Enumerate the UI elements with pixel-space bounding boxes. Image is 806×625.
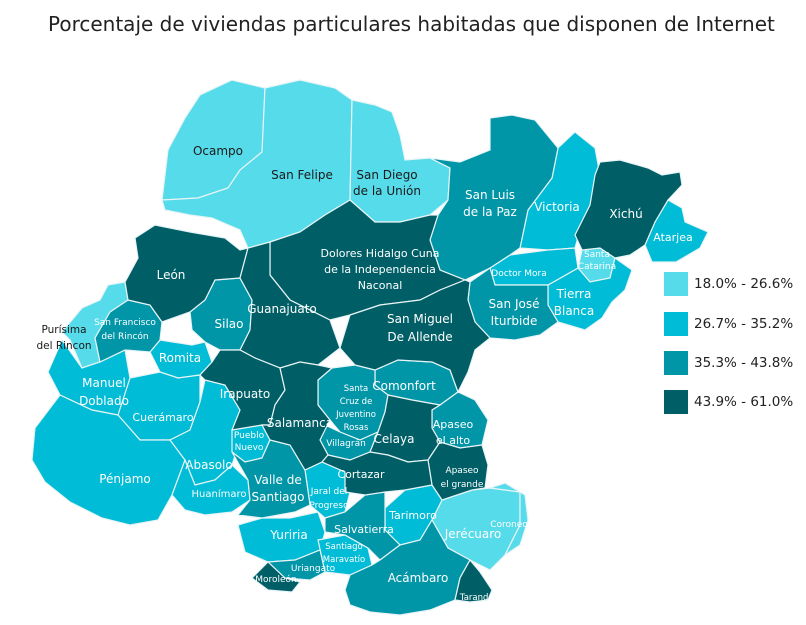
label-abasolo: Abasolo [185,458,232,472]
label-valle-santiago: Valle de Santiago [252,473,305,504]
label-comonfort: Comonfort [372,379,436,393]
label-silao: Silao [215,317,244,331]
legend-item: 43.9% - 61.0% [664,390,793,414]
label-xichu: Xichú [609,207,642,221]
label-san-jose-iturbide: San José Iturbide [489,297,540,328]
label-jerecuaro: Jerécuaro [444,527,502,541]
label-acambaro: Acámbaro [388,571,449,585]
region-xichu[interactable] [574,159,683,259]
legend-swatch [664,351,688,375]
label-victoria: Victoria [534,200,580,214]
map-labels: Ocampo San Felipe San Diego de la Unión S… [36,144,692,603]
legend-item: 35.3% - 43.8% [664,351,793,375]
region-cortazar[interactable] [321,451,433,496]
label-manuel-doblado: Manuel Doblado [79,376,129,408]
label-santa-cruz: Santa Cruz de Juventino Rosas [335,384,376,433]
label-apaseo-grande: Apaseo el grande [441,466,484,490]
legend-label: 26.7% - 35.2% [694,316,794,332]
label-san-luis: San Luis de la Paz [463,188,517,219]
label-romita: Romita [159,351,201,365]
region-san-miguel[interactable] [339,279,491,394]
region-coroneo[interactable] [489,482,529,557]
label-santa-catarina: Santa Catarina [578,250,616,272]
label-cortazar: Cortazar [337,468,385,481]
label-penjamo: Pénjamo [99,472,151,486]
label-coroneo: Coroneo [490,520,528,530]
label-irapuato: Irapuato [220,387,270,401]
region-penjamo[interactable] [31,394,186,526]
label-salamanca: Salamanca [267,416,333,430]
label-guanajuato: Guanajuato [247,302,317,316]
legend-label: 43.9% - 61.0% [694,394,794,410]
label-ocampo: Ocampo [193,144,243,158]
legend-label: 35.3% - 43.8% [694,355,794,371]
label-tarandacuao: Tarandacuao [459,593,514,603]
region-tarandacuao[interactable] [454,558,493,603]
legend-label: 18.0% - 26.6% [694,276,794,292]
label-san-diego: San Diego de la Unión [353,168,421,198]
label-huanimaro: Huanímaro [192,488,247,500]
region-guanajuato[interactable] [239,241,341,369]
map-title: Porcentaje de viviendas particulares hab… [48,12,775,36]
label-doctor-mora: Doctor Mora [491,269,546,279]
label-cueramaro: Cuerámaro [132,411,193,424]
label-leon: León [157,268,186,282]
legend-item: 18.0% - 26.6% [664,272,793,296]
label-salvatierra: Salvatierra [334,523,394,536]
label-tierra-blanca: Tierra Blanca [554,287,594,318]
label-dolores: Dolores Hidalgo Cuna de la Independencia N… [321,247,440,292]
region-salvatierra[interactable] [324,491,401,561]
legend-swatch [664,390,688,414]
label-san-felipe: San Felipe [271,168,333,182]
label-apaseo-alto: Apaseo el alto [433,418,474,447]
region-atarjea[interactable] [644,199,709,263]
label-uriangato: Uriangato [291,564,336,574]
label-celaya: Celaya [374,432,415,446]
label-tarimoro: Tarimoro [388,509,437,522]
label-yuriria: Yuriria [269,528,307,542]
label-purisima: Purísima del Rincon [36,324,91,352]
region-moroleon[interactable] [251,561,302,593]
label-san-miguel: San Miguel De Allende [387,312,453,344]
label-pueblo-nuevo: Pueblo Nuevo [234,431,265,453]
label-moroleon: Moroleón [255,574,297,585]
label-san-francisco: San Francisco del Rincón [94,318,156,342]
label-villagran: Villagrán [326,439,366,449]
legend-swatch [664,312,688,336]
region-valle-santiago[interactable] [231,439,311,519]
label-santiago-maravatio: Santiago Maravatío [323,542,365,565]
region-salamanca[interactable] [261,361,334,471]
label-atarjea: Atarjea [653,231,692,244]
region-san-francisco[interactable] [94,299,163,363]
label-jaral: Jaral del Progreso [309,487,349,511]
legend-swatch [664,272,688,296]
legend-item: 26.7% - 35.2% [664,312,793,336]
